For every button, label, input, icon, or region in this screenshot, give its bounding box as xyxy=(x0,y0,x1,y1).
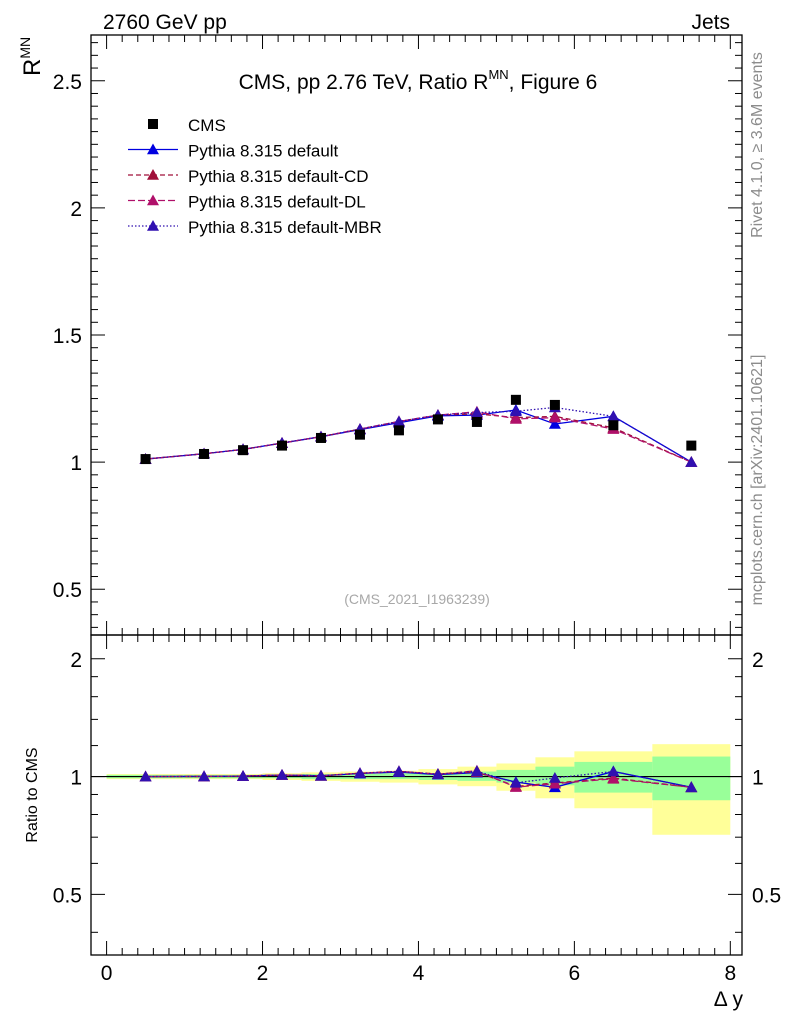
series-3-point-12 xyxy=(685,456,698,467)
data-point-6 xyxy=(393,425,404,436)
main-panel: 0.5 1 1.5 2 2.5 xyxy=(53,34,743,636)
ratio-y-tick-label-0: 0.5 xyxy=(53,884,82,907)
legend-marker-3 xyxy=(147,220,159,231)
series-0-point-10 xyxy=(548,417,561,429)
legend-label-3: Pythia 8.315 default-MBR xyxy=(188,218,382,237)
ratio-y-tick-label-2: 2 xyxy=(70,649,82,672)
series-2-point-9 xyxy=(509,412,522,424)
ratio-series-2-point-10 xyxy=(548,777,561,789)
chart-title-text: CMS, pp 2.76 TeV, Ratio R xyxy=(239,71,489,94)
series-2-point-10 xyxy=(548,411,561,423)
chart-title-sup: MN xyxy=(488,67,508,82)
x-tick-label-3: 6 xyxy=(569,962,581,985)
ratio-y-tick-label-right-2: 2 xyxy=(752,649,764,672)
main-y-tick-label-2: 1.5 xyxy=(53,325,82,348)
data-point-0 xyxy=(140,454,151,465)
ratio-series-3-point-2 xyxy=(237,770,250,781)
legend-marker-1 xyxy=(147,169,159,180)
series-line-3 xyxy=(145,406,692,463)
data-point-12 xyxy=(686,440,697,451)
ratio-series-3-point-12 xyxy=(685,781,698,793)
ratio-y-tick-label-right-0: 0.5 xyxy=(752,884,781,907)
x-tick-label-4: 8 xyxy=(724,962,736,985)
ratio-series-3-point-0 xyxy=(139,770,152,782)
main-y-tick-label-3: 2 xyxy=(70,198,82,221)
chart-title: CMS, pp 2.76 TeV, Ratio RMN, Figure 6 xyxy=(239,67,598,94)
ratio-series-3-point-1 xyxy=(198,770,211,782)
main-y-tick-label-4: 2.5 xyxy=(53,71,82,94)
rivet-label: Rivet 4.1.0, ≥ 3.6M events xyxy=(749,52,766,238)
ratio-frame xyxy=(90,634,743,956)
data-point-5 xyxy=(354,429,365,440)
chart-title-suffix: , Figure 6 xyxy=(509,71,598,94)
legend-label-0: Pythia 8.315 default xyxy=(188,142,339,161)
ylabel-main-text: R xyxy=(19,59,46,76)
legend-marker-data xyxy=(148,119,158,129)
legend-label-data: CMS xyxy=(188,116,226,135)
data-point-2 xyxy=(238,445,249,456)
data-point-4 xyxy=(315,432,326,443)
ratio-band-inner-12 xyxy=(652,756,731,801)
ratio-series-3-point-4 xyxy=(314,769,327,781)
ratio-y-tick-label-right-1: 1 xyxy=(752,767,764,790)
data-point-1 xyxy=(199,448,210,459)
data-point-8 xyxy=(471,416,482,427)
watermark: (CMS_2021_I1963239) xyxy=(344,591,490,607)
ratio-series-3-point-9 xyxy=(509,776,522,788)
ratio-series-3-point-3 xyxy=(276,768,289,780)
legend-marker-0 xyxy=(147,143,159,155)
ratio-panel: 0 2 4 6 8 0.5 0.5 1 1 2 2 xyxy=(53,634,781,985)
series-3-point-9 xyxy=(509,405,522,417)
main-y-tick-label-0: 0.5 xyxy=(53,579,82,602)
ylabel-main: RMN xyxy=(17,37,46,76)
data-point-7 xyxy=(432,414,443,425)
mcplots-label: mcplots.cern.ch [arXiv:2401.10621] xyxy=(749,355,766,606)
header-right: Jets xyxy=(691,11,730,34)
series-3-point-8 xyxy=(470,406,483,418)
series-3-point-6 xyxy=(392,415,405,427)
ratio-y-tick-label-1: 1 xyxy=(70,767,82,790)
ratio-series-3-point-10 xyxy=(548,771,561,783)
legend-label-1: Pythia 8.315 default-CD xyxy=(188,167,369,186)
data-point-10 xyxy=(549,399,560,410)
legend-marker-2 xyxy=(147,194,159,206)
legend-label-2: Pythia 8.315 default-DL xyxy=(188,193,366,212)
data-point-11 xyxy=(608,420,619,431)
ratio-series-3-point-5 xyxy=(353,767,366,779)
main-y-tick-label-1: 1 xyxy=(70,452,82,475)
data-point-9 xyxy=(510,394,521,405)
x-tick-label-0: 0 xyxy=(101,962,113,985)
ylabel-main-sup: MN xyxy=(17,37,33,59)
x-tick-label-1: 2 xyxy=(257,962,269,985)
data-point-3 xyxy=(277,440,288,451)
xlabel: Δ y xyxy=(714,988,744,1011)
ylabel-ratio: Ratio to CMS xyxy=(24,747,41,842)
legend: CMS Pythia 8.315 default Pythia 8.315 defa… xyxy=(128,116,382,237)
series-3-point-11 xyxy=(607,410,620,422)
ratio-series-3-point-11 xyxy=(607,765,620,777)
ratio-series-3-point-7 xyxy=(431,768,444,779)
header-left: 2760 GeV pp xyxy=(103,11,227,34)
x-tick-label-2: 4 xyxy=(413,962,425,985)
ratio-series-3-point-8 xyxy=(470,765,483,777)
ratio-series-3-point-6 xyxy=(392,765,405,777)
ratio-series-2-point-11 xyxy=(607,772,620,784)
